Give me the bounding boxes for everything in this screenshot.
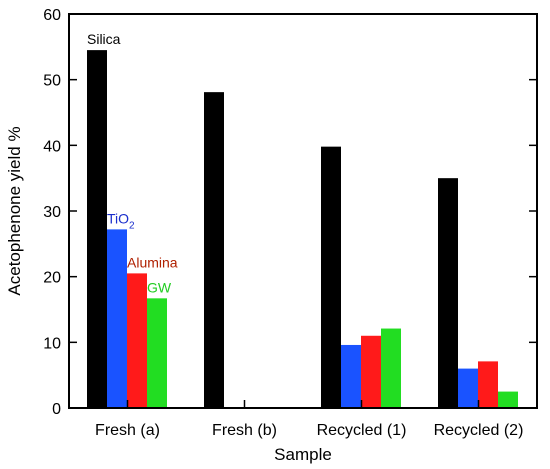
bars-group: [87, 50, 518, 408]
x-axis-label: Sample: [274, 445, 332, 464]
y-tick-label: 10: [43, 335, 61, 352]
series-label-tio2: TiO2: [107, 210, 135, 231]
y-tick-label: 0: [52, 401, 61, 418]
bar-alumina-3: [361, 335, 381, 408]
x-tick-label: Fresh (b): [212, 422, 277, 439]
bar-alumina-4: [478, 361, 498, 408]
y-tick-label: 20: [43, 270, 61, 287]
y-tick-label: 30: [43, 204, 61, 221]
x-tick-label: Recycled (2): [434, 422, 524, 439]
y-tick-label: 50: [43, 73, 61, 90]
bar-tio2-4: [458, 368, 478, 408]
x-tick-label: Fresh (a): [95, 422, 160, 439]
series-labels: Silica TiO2 Alumina GW: [87, 31, 178, 295]
bar-silica-3: [321, 146, 341, 408]
series-label-silica: Silica: [87, 31, 121, 47]
bar-gw-1: [147, 298, 167, 408]
x-axis: Fresh (a) Fresh (b) Recycled (1) Recycled (…: [95, 400, 523, 439]
y-tick-label: 60: [43, 7, 61, 24]
bar-gw-3: [381, 328, 401, 408]
bar-tio2-1: [107, 229, 127, 408]
y-axis: 0 10 20 30 40 50 60: [43, 7, 537, 418]
y-tick-label: 40: [43, 138, 61, 155]
bar-gw-4: [498, 391, 518, 408]
bar-silica-1: [87, 50, 107, 408]
y-axis-label: Acetophenone yield %: [5, 126, 24, 295]
series-label-gw: GW: [147, 279, 172, 295]
x-tick-label: Recycled (1): [317, 422, 407, 439]
bar-alumina-1: [127, 273, 147, 408]
bar-silica-2: [204, 92, 224, 408]
series-label-alumina: Alumina: [127, 254, 178, 270]
bar-tio2-3: [341, 344, 361, 408]
bar-silica-4: [438, 178, 458, 408]
